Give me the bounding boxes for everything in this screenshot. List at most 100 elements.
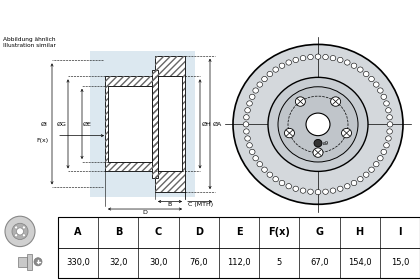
Circle shape bbox=[323, 189, 328, 194]
Circle shape bbox=[357, 67, 363, 72]
Circle shape bbox=[257, 82, 262, 87]
Circle shape bbox=[378, 88, 383, 93]
Circle shape bbox=[386, 136, 391, 141]
Circle shape bbox=[244, 115, 249, 120]
Text: 24.0132-0115.1: 24.0132-0115.1 bbox=[80, 10, 214, 25]
Circle shape bbox=[381, 149, 386, 155]
Circle shape bbox=[247, 143, 252, 148]
Circle shape bbox=[386, 108, 391, 113]
Circle shape bbox=[15, 234, 18, 237]
Circle shape bbox=[369, 76, 374, 82]
Circle shape bbox=[22, 234, 25, 237]
Circle shape bbox=[313, 148, 323, 157]
Text: F(x): F(x) bbox=[36, 138, 48, 143]
Circle shape bbox=[315, 190, 321, 195]
Circle shape bbox=[315, 54, 321, 59]
Circle shape bbox=[384, 143, 389, 148]
Circle shape bbox=[308, 54, 313, 60]
Circle shape bbox=[351, 63, 357, 68]
Circle shape bbox=[363, 71, 369, 77]
Circle shape bbox=[278, 87, 358, 162]
Circle shape bbox=[300, 55, 306, 61]
Text: 67,0: 67,0 bbox=[310, 258, 329, 267]
Text: 76,0: 76,0 bbox=[189, 258, 208, 267]
Circle shape bbox=[22, 226, 25, 229]
Circle shape bbox=[279, 180, 285, 186]
Circle shape bbox=[306, 113, 330, 136]
Circle shape bbox=[387, 115, 392, 120]
Circle shape bbox=[253, 88, 258, 93]
Circle shape bbox=[357, 176, 363, 182]
Text: 30,0: 30,0 bbox=[149, 258, 168, 267]
Text: Abbildung ähnlich: Abbildung ähnlich bbox=[3, 37, 55, 42]
Text: 5: 5 bbox=[277, 258, 282, 267]
Circle shape bbox=[262, 167, 267, 172]
Text: 330,0: 330,0 bbox=[66, 258, 90, 267]
Circle shape bbox=[34, 258, 42, 266]
Circle shape bbox=[245, 108, 250, 113]
Circle shape bbox=[15, 226, 18, 229]
Text: F(x): F(x) bbox=[268, 227, 290, 237]
Circle shape bbox=[331, 97, 341, 106]
Circle shape bbox=[337, 186, 343, 192]
Bar bbox=[90, 51, 195, 197]
Circle shape bbox=[268, 77, 368, 171]
Circle shape bbox=[244, 129, 249, 134]
Text: B: B bbox=[168, 202, 172, 207]
Text: ø9: ø9 bbox=[323, 141, 329, 146]
Circle shape bbox=[267, 172, 273, 177]
Text: 15,0: 15,0 bbox=[391, 258, 409, 267]
Text: ØE: ØE bbox=[83, 122, 92, 126]
Circle shape bbox=[308, 189, 313, 194]
Circle shape bbox=[12, 223, 28, 239]
Circle shape bbox=[249, 94, 255, 99]
Circle shape bbox=[5, 216, 35, 247]
Circle shape bbox=[373, 162, 379, 167]
Circle shape bbox=[293, 57, 299, 63]
Circle shape bbox=[373, 82, 379, 87]
Circle shape bbox=[344, 60, 350, 65]
Bar bbox=[152, 70, 158, 178]
Circle shape bbox=[233, 45, 403, 204]
Text: Illustration similar: Illustration similar bbox=[3, 43, 56, 48]
Text: D: D bbox=[195, 227, 203, 237]
Bar bbox=[58, 217, 420, 278]
Circle shape bbox=[16, 228, 24, 235]
Circle shape bbox=[257, 162, 262, 167]
Circle shape bbox=[378, 156, 383, 161]
Text: 32,0: 32,0 bbox=[109, 258, 128, 267]
Text: ØG: ØG bbox=[57, 122, 67, 126]
Circle shape bbox=[337, 57, 343, 63]
Text: ØA: ØA bbox=[213, 122, 222, 126]
Bar bbox=[108, 86, 152, 162]
Circle shape bbox=[387, 122, 393, 127]
Text: I: I bbox=[398, 227, 402, 237]
Circle shape bbox=[279, 63, 285, 68]
Text: 154,0: 154,0 bbox=[348, 258, 371, 267]
Circle shape bbox=[323, 54, 328, 60]
Circle shape bbox=[351, 180, 357, 186]
Circle shape bbox=[295, 97, 305, 106]
Circle shape bbox=[273, 176, 278, 182]
Text: C (MTH): C (MTH) bbox=[188, 202, 213, 207]
Text: H: H bbox=[356, 227, 364, 237]
Text: ØH: ØH bbox=[202, 122, 212, 126]
Circle shape bbox=[344, 184, 350, 189]
Text: E: E bbox=[236, 227, 242, 237]
Bar bbox=[105, 76, 155, 171]
Circle shape bbox=[249, 149, 255, 155]
Bar bbox=[105, 76, 155, 171]
Text: C: C bbox=[155, 227, 162, 237]
Text: 112,0: 112,0 bbox=[227, 258, 251, 267]
Circle shape bbox=[286, 184, 291, 189]
Circle shape bbox=[243, 122, 249, 127]
Circle shape bbox=[369, 167, 374, 172]
Bar bbox=[155, 56, 185, 192]
Circle shape bbox=[273, 67, 278, 72]
Circle shape bbox=[247, 101, 252, 106]
Circle shape bbox=[314, 139, 322, 147]
Text: ATE: ATE bbox=[285, 96, 341, 124]
Bar bbox=[27, 254, 32, 270]
Circle shape bbox=[300, 188, 306, 193]
Text: G: G bbox=[315, 227, 323, 237]
